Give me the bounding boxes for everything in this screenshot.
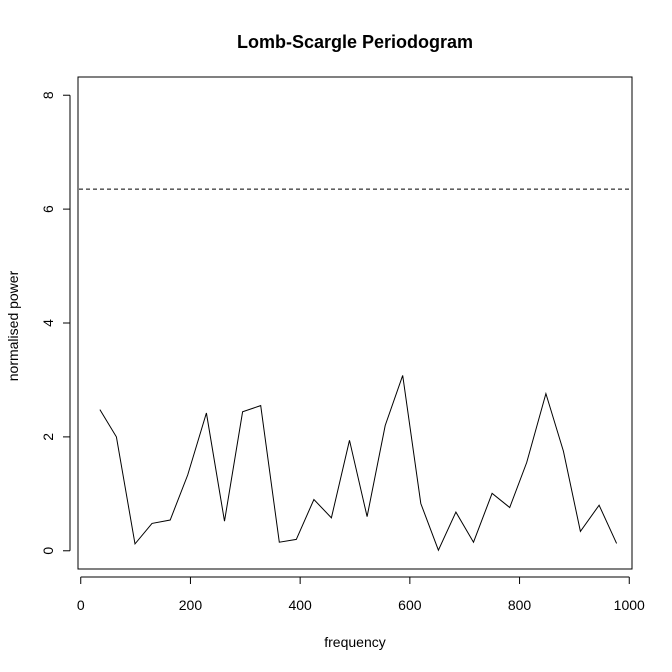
y-tick-label: 0 xyxy=(40,547,56,555)
x-tick-label: 800 xyxy=(508,597,532,613)
x-tick-label: 600 xyxy=(398,597,422,613)
y-tick-label: 4 xyxy=(40,319,56,327)
y-tick-label: 8 xyxy=(40,91,56,99)
x-tick-label: 1000 xyxy=(614,597,645,613)
x-tick-label: 0 xyxy=(77,597,85,613)
y-axis-label: normalised power xyxy=(5,270,21,381)
power-series-line xyxy=(99,375,618,552)
x-axis-label: frequency xyxy=(324,634,385,650)
plot-frame xyxy=(77,76,633,570)
x-axis: 0 200 400 600 800 1000 xyxy=(77,576,645,613)
y-tick-label: 6 xyxy=(40,205,56,213)
x-tick-label: 400 xyxy=(288,597,312,613)
chart-title: Lomb-Scargle Periodogram xyxy=(237,32,473,52)
y-axis: 0 2 4 6 8 xyxy=(40,91,71,555)
y-tick-label: 2 xyxy=(40,433,56,441)
x-tick-label: 200 xyxy=(179,597,203,613)
